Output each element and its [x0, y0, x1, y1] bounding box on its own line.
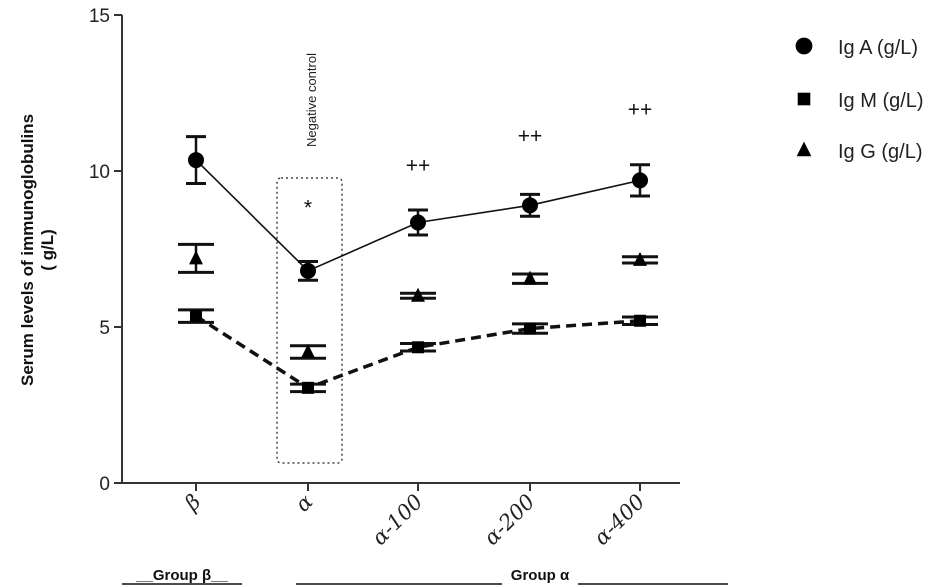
negative-control-label: Negative control	[304, 53, 319, 147]
x-tick-label: α-400	[589, 490, 649, 550]
y-tick-label: 5	[99, 318, 110, 339]
legend-marker-square	[797, 92, 811, 106]
legend-label: Ig M (g/L)	[838, 90, 924, 112]
data-point-square	[524, 322, 536, 335]
group-beta-label: __Group β__	[135, 567, 228, 584]
data-point-square	[190, 310, 202, 323]
data-point-triangle	[301, 343, 315, 358]
significance-annotation: ++	[518, 125, 543, 148]
legend-label: Ig G (g/L)	[838, 141, 922, 163]
x-tick-label: α-200	[479, 490, 539, 550]
data-markers	[188, 152, 648, 394]
legend-marker-triangle	[796, 141, 812, 157]
significance-annotation: ++	[628, 98, 653, 121]
x-tick-label: α	[291, 490, 318, 517]
y-axis-title-line2: ( g/L)	[38, 229, 57, 271]
significance-annotation: *	[304, 197, 312, 220]
series-line-1	[195, 314, 641, 390]
data-point-square	[634, 314, 646, 327]
data-point-circle	[300, 262, 316, 279]
data-point-triangle	[633, 251, 647, 266]
negative-control-outline	[276, 177, 343, 464]
negative-control-box	[276, 177, 343, 464]
legend-marker-circle	[795, 37, 813, 55]
data-point-square	[302, 381, 314, 394]
y-tick-label: 15	[89, 6, 110, 27]
group-labels: __Group β__ Group α	[122, 567, 728, 585]
data-point-square	[412, 341, 424, 354]
data-point-circle	[188, 152, 204, 169]
x-tick-label: α-100	[367, 490, 427, 550]
y-tick-label: 0	[99, 474, 110, 495]
legend-label: Ig A (g/L)	[838, 37, 918, 59]
y-tick-label: 10	[89, 162, 110, 183]
data-point-circle	[522, 197, 538, 214]
data-point-circle	[632, 172, 648, 189]
significance-annotation: ++	[406, 155, 431, 178]
data-point-triangle	[411, 287, 425, 302]
data-point-triangle	[523, 270, 537, 285]
axes: 0 5 10 15 β α α-100 α-200 α-400	[89, 6, 680, 550]
y-axis-title-line1: Serum levels of immunoglobulins	[18, 114, 37, 386]
data-point-triangle	[189, 250, 203, 265]
x-tick-label: β	[179, 490, 205, 516]
data-point-circle	[410, 214, 426, 231]
annotations: * ++ ++ ++	[304, 98, 652, 219]
group-alpha-label: Group α	[511, 567, 570, 584]
legend: Ig A (g/L) Ig M (g/L) Ig G (g/L)	[795, 37, 924, 163]
error-bars	[178, 135, 658, 394]
series-lines	[195, 159, 641, 390]
